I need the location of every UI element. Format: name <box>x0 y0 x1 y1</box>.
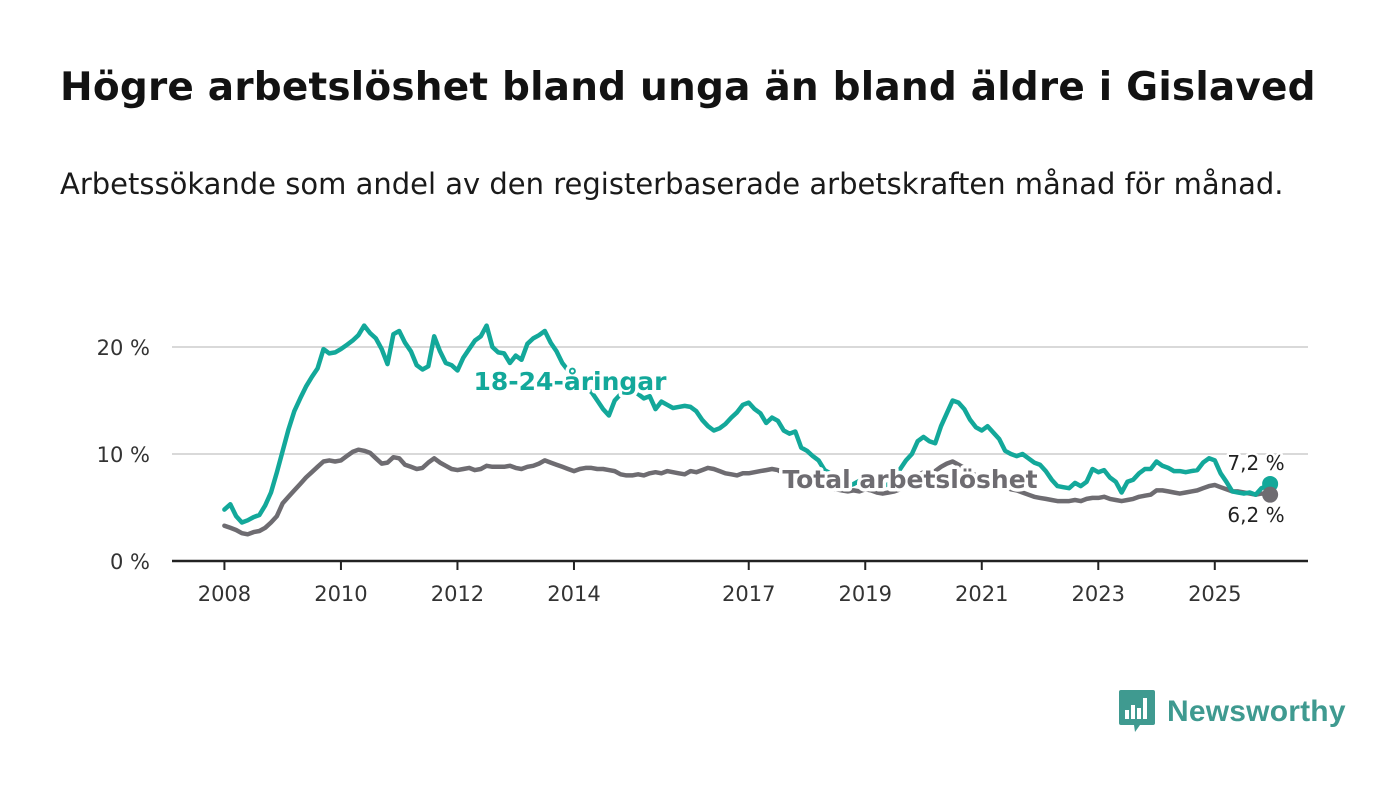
newsworthy-chat-bars-icon <box>1119 690 1155 732</box>
x-tick-label: 2012 <box>431 582 484 606</box>
series-labels: 18-24-åringar 7,2 % Total arbetslöshet 6,2 … <box>470 364 1287 530</box>
series-end-dot <box>1262 486 1279 503</box>
brand-name: Newsworthy <box>1167 695 1346 728</box>
series-line-youth <box>222 323 1273 525</box>
series-end-label: 7,2 % <box>1227 451 1284 475</box>
series-end-label: 6,2 % <box>1227 503 1284 527</box>
x-tick-label: 2025 <box>1188 582 1241 606</box>
series-lines <box>222 323 1279 537</box>
x-tick-label: 2008 <box>198 582 251 606</box>
x-tick-label: 2019 <box>839 582 892 606</box>
x-tick-label: 2023 <box>1072 582 1125 606</box>
series-label-total: Total arbetslöshet <box>782 465 1037 494</box>
series-line-total <box>222 447 1273 537</box>
x-tick-label: 2021 <box>955 582 1008 606</box>
chart-subtitle: Arbetssökande som andel av den registerb… <box>60 167 1284 201</box>
y-tick-label: 0 % <box>110 550 150 574</box>
y-tick-label: 10 % <box>97 443 150 467</box>
y-tick-label: 20 % <box>97 336 150 360</box>
newsworthy-brand: Newsworthy <box>1119 690 1346 734</box>
x-axis: 0 % 10 % 20 % 2008 2010 2012 2014 2017 2019 2021 2… <box>97 336 1308 606</box>
x-tick-label: 2014 <box>547 582 600 606</box>
gridlines <box>172 346 1308 455</box>
x-tick-label: 2010 <box>314 582 367 606</box>
x-tick-label: 2017 <box>722 582 775 606</box>
series-label-youth: 18-24-åringar <box>474 367 668 396</box>
chart-title: Högre arbetslöshet bland unga än bland ä… <box>60 65 1316 110</box>
line-chart: 0 % 10 % 20 % 2008 2010 2012 2014 2017 2019 2021 2… <box>97 323 1308 606</box>
